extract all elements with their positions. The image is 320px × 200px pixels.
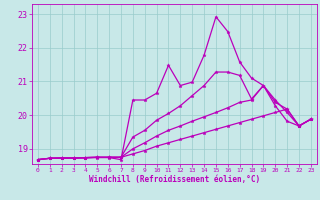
X-axis label: Windchill (Refroidissement éolien,°C): Windchill (Refroidissement éolien,°C) (89, 175, 260, 184)
